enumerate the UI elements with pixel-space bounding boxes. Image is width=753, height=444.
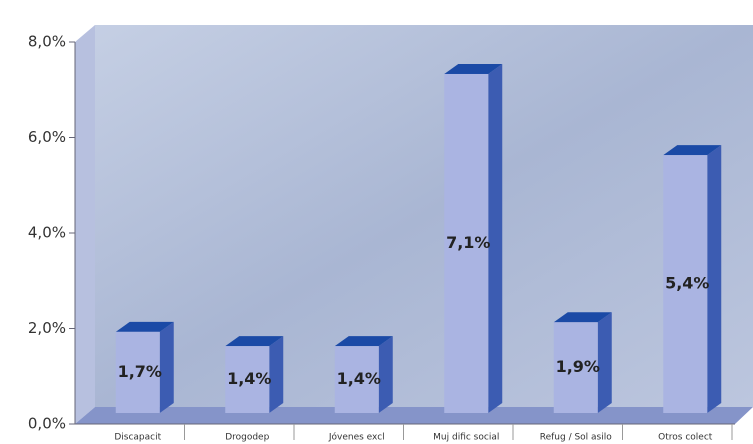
x-tick-label: Otros colect [658, 433, 713, 443]
bar-side [707, 145, 722, 413]
bar-front [444, 73, 489, 413]
x-tick-label: Jóvenes excl [328, 432, 385, 443]
bar-front [553, 322, 598, 413]
left-wall [75, 25, 95, 424]
bar-side [269, 336, 284, 413]
x-tick-label: Discapacit [114, 433, 161, 443]
bar-top [115, 321, 174, 332]
bar [334, 336, 393, 413]
bar-side [597, 312, 612, 413]
y-tick-label: 4,0% [28, 224, 66, 242]
bar-front [334, 346, 379, 413]
y-tick-label: 6,0% [28, 128, 66, 146]
bar-front [663, 155, 708, 413]
x-tick-label: Muj dific social [433, 433, 499, 443]
bar [663, 145, 722, 413]
bar-side [488, 63, 503, 413]
x-tick-label: Refug / Sol asilo [540, 433, 613, 443]
bar [553, 312, 612, 413]
y-tick-label: 2,0% [28, 319, 66, 337]
y-tick-label: 8,0% [28, 33, 66, 51]
value-label: 1,4% [227, 369, 271, 388]
bar-side [159, 321, 174, 413]
x-tick-label: Drogodep [225, 433, 269, 443]
floor [75, 407, 753, 424]
value-label: 1,9% [556, 357, 600, 376]
bar [115, 321, 174, 413]
bar-top [225, 336, 284, 347]
back-wall [95, 25, 753, 407]
value-label: 5,4% [665, 274, 709, 293]
bar-top [663, 145, 722, 156]
bar-top [444, 63, 503, 74]
value-label: 1,4% [337, 369, 381, 388]
value-label: 1,7% [118, 362, 162, 381]
bar-side [378, 336, 393, 413]
bar-top [334, 336, 393, 347]
bar-top [553, 312, 612, 323]
bar-front [115, 331, 160, 413]
y-tick-label: 0,0% [28, 415, 66, 433]
bar [444, 63, 503, 413]
bar [225, 336, 284, 413]
value-label: 7,1% [446, 233, 490, 252]
bar-front [225, 346, 270, 413]
